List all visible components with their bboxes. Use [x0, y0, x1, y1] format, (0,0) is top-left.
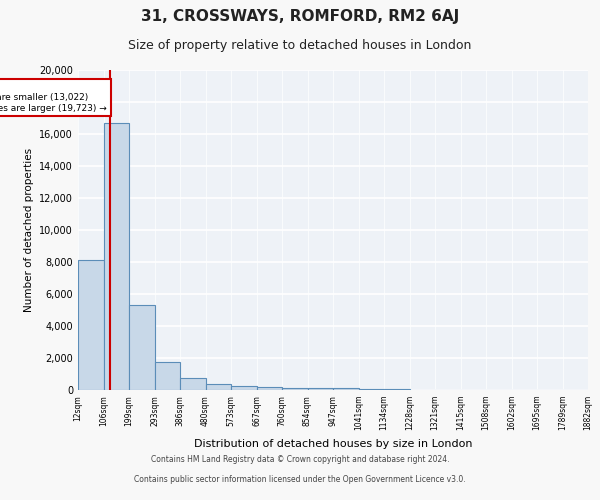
Bar — [155, 362, 180, 390]
Y-axis label: Number of detached properties: Number of detached properties — [24, 148, 34, 312]
Bar — [308, 388, 333, 390]
Bar — [282, 388, 308, 390]
Bar — [359, 389, 384, 390]
Bar — [180, 378, 205, 390]
Text: Contains public sector information licensed under the Open Government Licence v3: Contains public sector information licen… — [134, 476, 466, 484]
Bar — [78, 260, 104, 390]
Text: Size of property relative to detached houses in London: Size of property relative to detached ho… — [128, 39, 472, 52]
Text: 31, CROSSWAYS, ROMFORD, RM2 6AJ: 31, CROSSWAYS, ROMFORD, RM2 6AJ — [141, 9, 459, 24]
X-axis label: Distribution of detached houses by size in London: Distribution of detached houses by size … — [194, 439, 472, 449]
Bar — [333, 388, 359, 390]
Bar — [129, 305, 155, 390]
Bar — [231, 386, 257, 390]
Bar — [257, 387, 282, 390]
Bar — [384, 389, 409, 390]
Bar — [205, 384, 231, 390]
Text: Contains HM Land Registry data © Crown copyright and database right 2024.: Contains HM Land Registry data © Crown c… — [151, 456, 449, 464]
Text: 31 CROSSWAYS: 128sqm
← 40% of detached houses are smaller (13,022)
60% of semi-d: 31 CROSSWAYS: 128sqm ← 40% of detached h… — [0, 83, 107, 112]
Bar — [104, 123, 129, 390]
